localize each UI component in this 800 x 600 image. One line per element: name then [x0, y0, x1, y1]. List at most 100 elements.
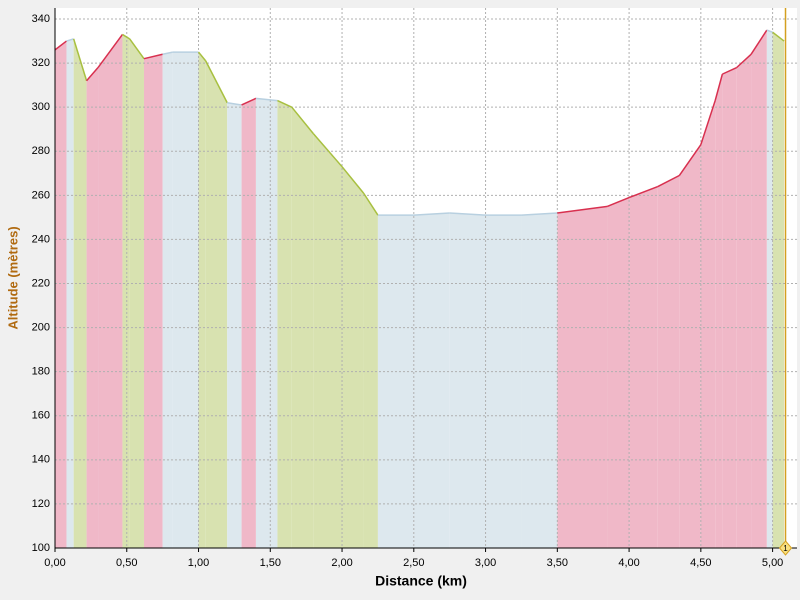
profile-line — [449, 212, 486, 216]
area-band — [98, 34, 123, 549]
area-band — [413, 212, 450, 548]
x-tick-label: 2,50 — [403, 557, 424, 569]
y-tick-label: 240 — [32, 233, 50, 245]
profile-line — [66, 38, 74, 42]
area-band — [679, 144, 701, 548]
profile-line — [255, 97, 278, 102]
area-band — [66, 38, 74, 548]
profile-line — [557, 205, 608, 214]
y-tick-label: 180 — [32, 366, 50, 378]
x-tick-label: 4,00 — [618, 557, 639, 569]
profile-line — [54, 40, 67, 51]
y-tick-label: 160 — [32, 410, 50, 422]
area-band — [485, 215, 522, 549]
profile-line — [678, 144, 702, 176]
x-axis-label: Distance (km) — [375, 573, 467, 589]
profile-line — [129, 38, 145, 60]
y-tick-label: 260 — [32, 189, 50, 201]
profile-line — [97, 34, 124, 68]
area-band — [172, 52, 199, 548]
profile-line — [607, 196, 630, 208]
area-band — [772, 32, 785, 549]
area-band — [313, 133, 343, 548]
area-band — [129, 38, 144, 548]
profile-line — [312, 133, 343, 168]
x-tick-label: 3,50 — [547, 557, 568, 569]
profile-line — [736, 53, 752, 69]
x-tick-label: 4,50 — [690, 557, 711, 569]
area-band — [557, 206, 608, 548]
area-band — [700, 100, 716, 549]
x-tick-label: 1,50 — [260, 557, 281, 569]
y-axis-label: Altitude (mètres) — [5, 226, 20, 329]
x-tick-label: 0,00 — [44, 557, 65, 569]
profile-line — [700, 100, 716, 145]
profile-line — [72, 38, 88, 81]
area-band — [751, 30, 767, 548]
y-tick-label: 280 — [32, 145, 50, 157]
area-band — [241, 98, 256, 549]
y-tick-label: 140 — [32, 454, 50, 466]
profile-line — [714, 73, 724, 101]
y-tick-label: 120 — [32, 498, 50, 510]
area-band — [657, 175, 680, 549]
area-band — [73, 38, 87, 548]
area-band — [162, 52, 173, 548]
profile-line — [722, 66, 738, 75]
area-band — [277, 100, 292, 549]
area-band — [363, 193, 378, 548]
profile-line — [766, 29, 773, 33]
profile-line — [750, 29, 768, 55]
profile-line — [227, 102, 242, 106]
area-band — [198, 52, 206, 548]
x-tick-label: 0,50 — [116, 557, 137, 569]
profile-line — [205, 60, 228, 104]
y-tick-label: 220 — [32, 277, 50, 289]
profile-line — [772, 31, 785, 42]
y-tick-label: 320 — [32, 57, 50, 69]
x-tick-label: 3,00 — [475, 557, 496, 569]
profile-line — [413, 212, 450, 216]
x-tick-label: 5,00 — [762, 557, 783, 569]
marker-label: 1 — [783, 544, 788, 553]
profile-line — [362, 192, 379, 216]
profile-line — [241, 97, 257, 106]
area-band — [291, 107, 314, 549]
area-band — [205, 60, 228, 549]
profile-line — [521, 212, 558, 216]
marker-diamond — [778, 540, 793, 556]
profile-line — [86, 67, 99, 82]
profile-line — [277, 99, 293, 108]
profile-line — [122, 33, 131, 40]
area-band — [607, 197, 630, 548]
profile-line — [657, 174, 680, 188]
profile-line — [143, 53, 163, 60]
x-tick-label: 1,00 — [188, 557, 209, 569]
area-band — [629, 186, 658, 548]
area-band — [449, 212, 486, 548]
profile-line — [197, 51, 207, 62]
area-band — [521, 212, 558, 548]
profile-line — [291, 106, 314, 135]
y-tick-label: 100 — [32, 542, 50, 554]
area-band — [766, 30, 773, 548]
y-tick-label: 200 — [32, 321, 50, 333]
y-tick-label: 340 — [32, 13, 50, 25]
area-band — [342, 166, 364, 548]
x-tick-label: 2,00 — [331, 557, 352, 569]
area-band — [715, 74, 723, 549]
area-band — [143, 54, 163, 549]
area-band — [736, 54, 752, 549]
area-band — [227, 102, 242, 548]
area-band — [86, 67, 99, 549]
area-band — [55, 41, 67, 549]
profile-line — [341, 166, 365, 194]
area-band — [255, 98, 278, 549]
area-band — [722, 67, 737, 549]
area-band — [377, 215, 414, 549]
area-band — [122, 34, 130, 549]
y-tick-label: 300 — [32, 101, 50, 113]
profile-line — [162, 51, 173, 56]
profile-line — [628, 185, 659, 199]
